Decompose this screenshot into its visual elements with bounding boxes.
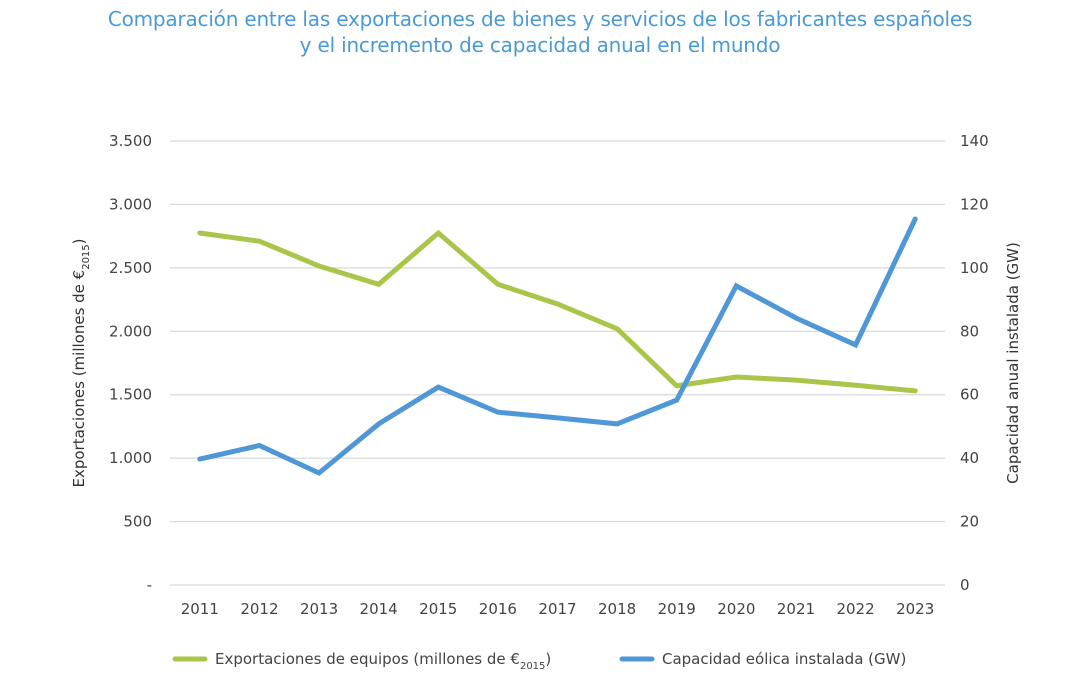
- legend-label-exports: Exportaciones de equipos (millones de €2…: [215, 650, 551, 672]
- chart-title-line2: y el incremento de capacidad anual en el…: [299, 33, 781, 57]
- x-tick-label: 2023: [896, 600, 934, 618]
- left-tick-label: 500: [123, 513, 152, 531]
- x-tick-label: 2017: [538, 600, 576, 618]
- right-tick-label: 40: [960, 449, 979, 467]
- gridlines: [170, 140, 945, 586]
- right-tick-label: 20: [960, 513, 979, 531]
- x-tick-label: 2019: [658, 600, 696, 618]
- x-tick-label: 2016: [479, 600, 517, 618]
- left-tick-label: 3.000: [109, 195, 152, 213]
- right-axis-ticks: 0 20 40 60 80 100 120 140: [960, 132, 989, 594]
- left-tick-label: 2.500: [109, 259, 152, 277]
- chart-title: Comparación entre las exportaciones de b…: [0, 6, 1080, 58]
- right-axis-label: Capacidad anual instalada (GW): [1004, 242, 1022, 484]
- x-axis-ticks: 2011 2012 2013 2014 2015 2016 2017 2018 2019 2020…: [181, 600, 935, 618]
- right-tick-label: 0: [960, 576, 970, 594]
- right-tick-label: 60: [960, 386, 979, 404]
- x-tick-label: 2022: [836, 600, 874, 618]
- x-tick-label: 2020: [717, 600, 755, 618]
- left-tick-label: -: [147, 576, 152, 594]
- left-axis-label: Exportaciones (millones de €2015): [70, 238, 92, 487]
- x-tick-label: 2015: [419, 600, 457, 618]
- left-tick-label: 1.500: [109, 386, 152, 404]
- x-tick-label: 2018: [598, 600, 636, 618]
- x-tick-label: 2012: [240, 600, 278, 618]
- legend: Exportaciones de equipos (millones de €2…: [172, 650, 906, 672]
- series-lines: [197, 216, 918, 476]
- x-tick-label: 2021: [777, 600, 815, 618]
- right-tick-label: 80: [960, 322, 979, 340]
- right-tick-label: 100: [960, 259, 989, 277]
- x-tick-label: 2013: [300, 600, 338, 618]
- series-line-capacity: [197, 216, 918, 476]
- right-tick-label: 140: [960, 132, 989, 150]
- left-tick-label: 1.000: [109, 449, 152, 467]
- x-tick-label: 2011: [181, 600, 219, 618]
- left-axis-ticks: - 500 1.000 1.500 2.000 2.500 3.000 3.500: [109, 132, 152, 594]
- legend-label-capacity: Capacidad eólica instalada (GW): [662, 650, 906, 668]
- right-tick-label: 120: [960, 195, 989, 213]
- x-tick-label: 2014: [360, 600, 398, 618]
- left-tick-label: 3.500: [109, 132, 152, 150]
- left-tick-label: 2.000: [109, 322, 152, 340]
- chart-title-line1: Comparación entre las exportaciones de b…: [107, 7, 973, 31]
- series-line-exports: [197, 229, 918, 394]
